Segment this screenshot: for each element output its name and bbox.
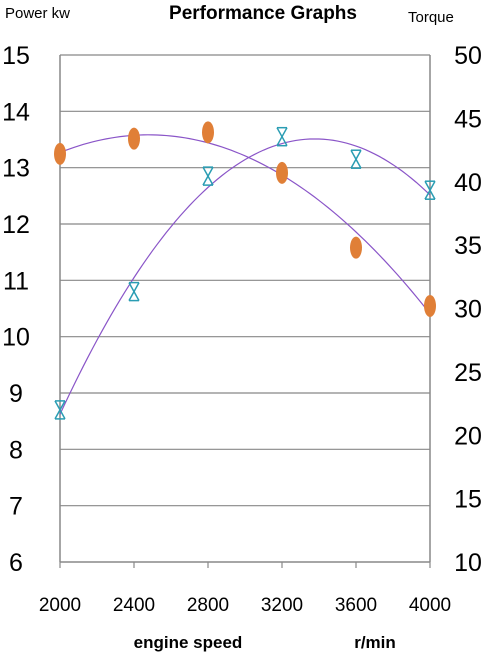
torque-point <box>276 161 288 184</box>
trendlines <box>59 134 431 415</box>
right-y-tick-label: 35 <box>454 232 482 260</box>
power-point <box>350 149 362 169</box>
power-point <box>54 400 66 420</box>
left-y-ticks: 6 7 8 9 10 11 12 13 14 15 <box>2 42 30 577</box>
left-y-tick-label: 9 <box>9 380 23 408</box>
left-y-tick-label: 13 <box>2 155 30 183</box>
torque-point <box>128 127 140 150</box>
right-y-tick-label: 40 <box>454 169 482 197</box>
x-tick-label: 2800 <box>187 595 229 616</box>
x-axis-label: engine speed <box>134 633 243 652</box>
left-y-tick-label: 10 <box>2 324 30 352</box>
x-tick-label: 2000 <box>39 595 81 616</box>
left-y-tick-label: 14 <box>2 98 30 126</box>
power-point <box>128 281 140 302</box>
x-tick-label: 3200 <box>261 595 303 616</box>
right-y-tick-label: 50 <box>454 42 482 70</box>
power-point <box>276 126 288 147</box>
data-points <box>54 121 436 420</box>
trendline-right <box>59 134 431 315</box>
left-axis-label: Power kw <box>5 5 70 22</box>
left-y-tick-label: 15 <box>2 42 30 70</box>
left-y-tick-label: 6 <box>9 549 23 577</box>
left-y-tick-label: 12 <box>2 211 30 239</box>
right-y-tick-label: 15 <box>454 486 482 514</box>
right-y-ticks: 10 15 20 25 30 35 40 45 50 <box>454 42 482 577</box>
torque-point <box>424 294 436 317</box>
gridlines <box>60 54 430 507</box>
power-point <box>202 166 214 186</box>
torque-point <box>350 236 362 259</box>
right-axis-label: Torque <box>408 9 454 26</box>
left-y-tick-label: 8 <box>9 436 23 464</box>
power-point <box>424 180 436 200</box>
left-y-tick-label: 7 <box>9 493 23 521</box>
x-tick-label: 3600 <box>335 595 377 616</box>
x-axis-unit: r/min <box>354 633 396 652</box>
right-y-tick-label: 25 <box>454 359 482 387</box>
x-tick-label: 2400 <box>113 595 155 616</box>
left-y-tick-label: 11 <box>3 267 29 295</box>
right-y-tick-label: 30 <box>454 296 482 324</box>
chart-title: Performance Graphs <box>169 3 357 24</box>
right-y-tick-label: 10 <box>454 549 482 577</box>
torque-point <box>54 142 66 165</box>
torque-point <box>202 121 214 144</box>
right-y-tick-label: 45 <box>454 105 482 133</box>
x-tick-label: 4000 <box>409 595 451 616</box>
x-ticks: 2000 2400 2800 3200 3600 4000 <box>39 562 451 616</box>
trendline-left <box>59 138 431 415</box>
right-y-tick-label: 20 <box>454 422 482 450</box>
